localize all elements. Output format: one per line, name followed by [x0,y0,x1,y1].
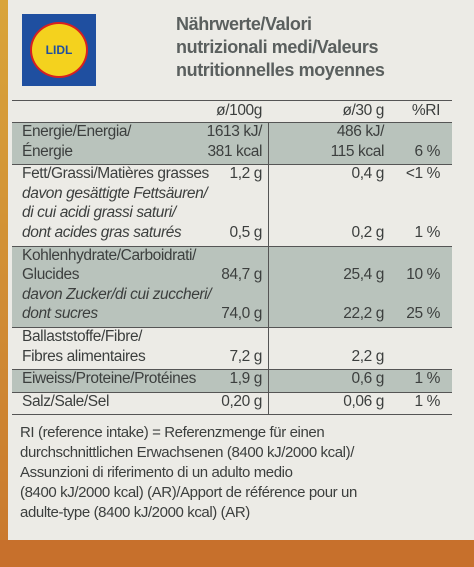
value-per-30g: 0,06 g [343,392,384,410]
row-label: Energie/Energia/ [22,123,132,140]
value-ri: 6 % [414,142,440,160]
rule [12,122,452,123]
value-ri: 10 % [406,266,440,284]
row-label: di cui acidi grassi saturi/ [22,204,176,222]
row-shade [12,245,452,327]
value-ri: 1 % [414,224,440,241]
value-per-100g: 84,7 g [221,266,262,284]
value-per-100g: 74,0 g [221,305,262,323]
value-per-30g: 2,2 g [351,347,385,365]
value-per-100g: 381 kcal [207,142,262,160]
value-ri: <1 % [405,165,441,183]
rule [12,164,452,166]
row-label: Kohlenhydrate/Carboidrati/ [22,246,196,264]
row-shade [12,122,452,165]
value-ri: 25 % [406,305,440,323]
rule [12,245,452,247]
title-line: Nährwerte/Valori [176,14,312,34]
value-per-100g: 1,9 g [229,370,263,388]
value-per-100g: 7,2 g [229,347,263,365]
value-ri: 1 % [414,392,440,410]
row-shade [12,369,452,392]
package-edge [0,540,474,567]
value-per-30g: 486 kJ/ [336,123,385,140]
footnote-line: Assunzioni di riferimento di un adulto m… [20,464,293,482]
footnote-line: RI (reference intake) = Referenzmenge fü… [20,424,325,442]
title-line: nutrizionali medi/Valeurs [176,37,379,57]
row-label: Glucides [22,266,80,284]
row-label: Énergie [22,142,73,160]
row-label: dont acides gras saturés [22,224,182,241]
rule [12,391,452,393]
value-per-100g: 0,5 g [229,224,263,241]
column-header: ø/30 g [342,102,384,119]
rule [12,327,452,328]
value-per-30g: 22,2 g [343,305,384,323]
rule [12,414,452,416]
title-line: nutritionnelles moyennes [176,60,385,80]
row-label: Ballaststoffe/Fibre/ [22,328,143,345]
value-per-30g: 0,6 g [351,370,385,388]
value-per-100g: 0,20 g [221,392,262,410]
row-label: dont sucres [22,305,98,323]
value-per-100g: 1613 kJ/ [206,123,263,140]
row-label: Eiweiss/Proteine/Protéines [22,370,196,388]
value-per-30g: 25,4 g [343,266,384,284]
logo: LIDL [22,14,96,86]
value-per-30g: 0,4 g [351,165,385,183]
row-label: davon Zucker/di cui zuccheri/ [22,285,212,303]
rule [12,369,452,371]
column-header: ø/100g [216,102,262,119]
row-label: Salz/Sale/Sel [22,392,109,410]
value-ri: 1 % [414,370,440,388]
column-rule [268,122,269,415]
logo-text: LIDL [30,22,88,78]
row-label: Fibres alimentaires [22,347,146,365]
value-per-30g: 115 kcal [330,142,385,160]
row-label: Fett/Grassi/Matières grasses [22,165,209,183]
value-per-30g: 0,2 g [351,224,385,241]
footnote-line: durchschnittlichen Erwachsenen (8400 kJ/… [20,444,354,462]
row-label: davon gesättigte Fettsäuren/ [22,184,208,202]
footnote-line: adulte-type (8400 kJ/2000 kcal) (AR) [20,504,250,522]
footnote-line: (8400 kJ/2000 kcal) (AR)/Apport de référ… [20,484,357,502]
rule [12,100,452,101]
column-header: %RI [411,102,440,119]
value-per-100g: 1,2 g [229,165,263,183]
